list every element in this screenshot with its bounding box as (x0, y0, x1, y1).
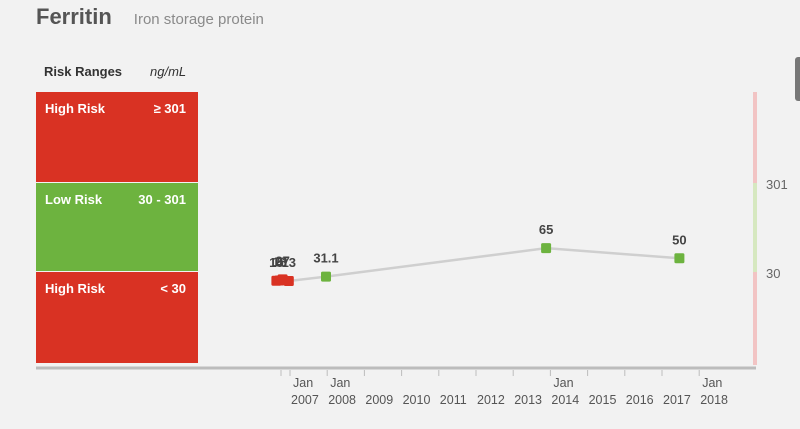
risk-band-low: Low Risk 30 - 301 (36, 183, 198, 271)
risk-band-range: ≥ 301 (153, 101, 186, 116)
data-point-label: 18 (272, 254, 286, 269)
data-point-label: 15 (269, 255, 283, 270)
x-tick-label-year: 2008 (328, 393, 356, 407)
x-tick-label-year: 2011 (440, 393, 467, 407)
x-tick-label-month: Jan (553, 376, 573, 390)
x-tick-label-month: Jan (293, 376, 313, 390)
data-point-marker (321, 271, 331, 282)
chart-header: Ferritin Iron storage protein (36, 4, 264, 38)
x-tick-label-year: 2013 (514, 393, 542, 407)
x-tick-label-year: 2009 (365, 393, 393, 407)
risk-band-label: High Risk (45, 281, 105, 296)
scrollbar-thumb[interactable] (795, 57, 800, 101)
risk-strip-low (753, 183, 757, 272)
risk-band-range: < 30 (160, 281, 186, 296)
data-point-marker (674, 253, 685, 264)
risk-band-label: Low Risk (45, 192, 103, 207)
right-axis-label-lower: 30 (766, 266, 780, 281)
x-tick-label-year: 2012 (477, 393, 505, 407)
x-tick-label-year: 2016 (626, 393, 654, 407)
risk-band-range: 30 - 301 (138, 192, 186, 207)
page-title: Ferritin (36, 4, 112, 29)
risk-strip-high-upper (753, 92, 757, 183)
risk-ranges-heading: Risk Ranges (44, 64, 123, 79)
x-tick-label-year: 2015 (589, 393, 617, 407)
data-point-label: 50 (672, 232, 686, 247)
risk-band-high-upper: High Risk ≥ 301 (36, 92, 198, 182)
data-point-marker (541, 243, 552, 254)
x-tick-label-year: 2007 (291, 393, 319, 407)
right-axis-label-upper: 301 (766, 177, 788, 192)
risk-ranges-unit: ng/mL (150, 64, 187, 79)
risk-strip-high-lower (753, 272, 757, 365)
x-tick-label-year: 2014 (551, 393, 579, 407)
page-subtitle: Iron storage protein (133, 11, 264, 28)
risk-band-high-lower: High Risk < 30 (36, 272, 198, 363)
x-tick-label-month: Jan (330, 376, 350, 390)
data-point-label: 27 (275, 253, 289, 268)
risk-band-label: High Risk (45, 101, 105, 116)
data-point-label: 13 (282, 255, 296, 270)
x-tick-label-year: 2017 (663, 393, 691, 407)
data-point-marker (283, 276, 294, 287)
data-point-label: 31.1 (313, 251, 338, 266)
data-point-label: 65 (539, 222, 553, 237)
x-tick-label-year: 2010 (403, 393, 431, 407)
x-tick-label-year: 2018 (700, 393, 728, 407)
x-tick-label-month: Jan (702, 376, 722, 390)
